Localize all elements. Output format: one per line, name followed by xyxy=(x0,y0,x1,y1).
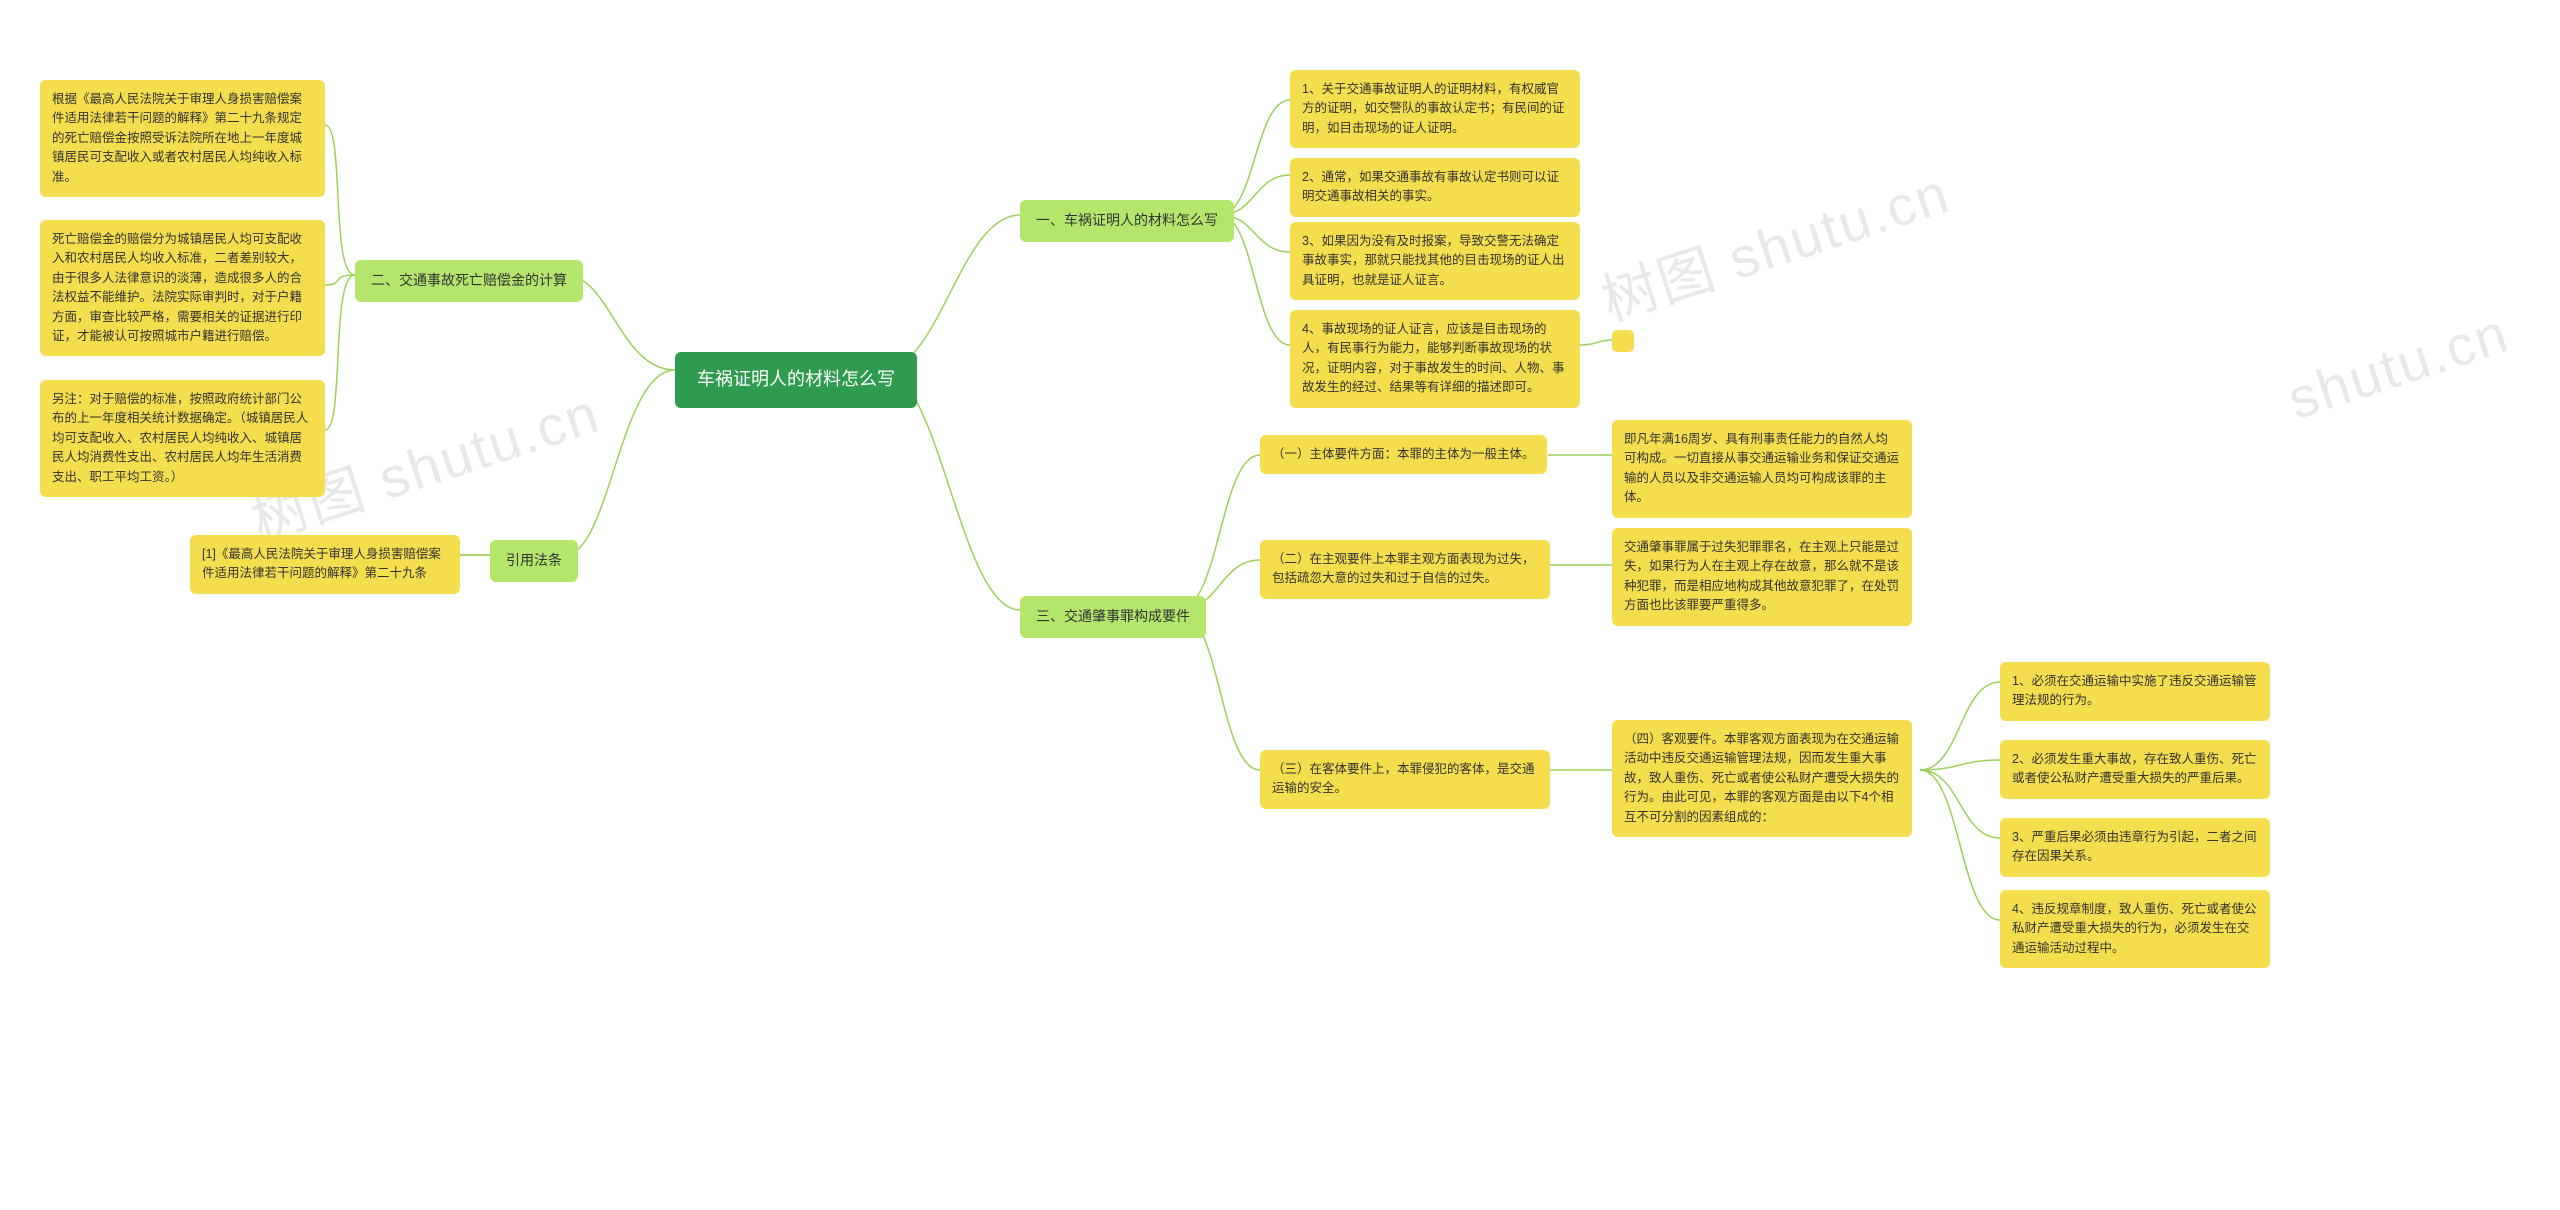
branch-3[interactable]: 三、交通肇事罪构成要件 xyxy=(1020,596,1206,638)
branch-3-sub1: （一）主体要件方面：本罪的主体为一般主体。 xyxy=(1260,435,1547,474)
branch-3-sub2-detail: 交通肇事罪属于过失犯罪罪名，在主观上只能是过失，如果行为人在主观上存在故意，那么… xyxy=(1612,528,1912,626)
branch-2-leaf-1: 根据《最高人民法院关于审理人身损害赔偿案件适用法律若干问题的解释》第二十九条规定… xyxy=(40,80,325,197)
branch-2-leaf-3: 另注：对于赔偿的标准，按照政府统计部门公布的上一年度相关统计数据确定。（城镇居民… xyxy=(40,380,325,497)
branch-1-item-2: 2、通常，如果交通事故有事故认定书则可以证明交通事故相关的事实。 xyxy=(1290,158,1580,217)
branch-ref[interactable]: 引用法条 xyxy=(490,540,578,582)
branch-3-sub1-detail: 即凡年满16周岁、具有刑事责任能力的自然人均可构成。一切直接从事交通运输业务和保… xyxy=(1612,420,1912,518)
branch-1-item-1: 1、关于交通事故证明人的证明材料，有权威官方的证明，如交警队的事故认定书；有民间… xyxy=(1290,70,1580,148)
branch-1[interactable]: 一、车祸证明人的材料怎么写 xyxy=(1020,200,1234,242)
branch-3-sub4: （四）客观要件。本罪客观方面表现为在交通运输活动中违反交通运输管理法规，因而发生… xyxy=(1612,720,1912,837)
branch-3-sub2: （二）在主观要件上本罪主观方面表现为过失，包括疏忽大意的过失和过于自信的过失。 xyxy=(1260,540,1550,599)
branch-1-item-4: 4、事故现场的证人证言，应该是目击现场的人，有民事行为能力，能够判断事故现场的状… xyxy=(1290,310,1580,408)
branch-2-leaf-2: 死亡赔偿金的赔偿分为城镇居民人均可支配收入和农村居民人均收入标准，二者差别较大，… xyxy=(40,220,325,356)
branch-3-sub3: （三）在客体要件上，本罪侵犯的客体，是交通运输的安全。 xyxy=(1260,750,1550,809)
branch-3-sub4-item-2: 2、必须发生重大事故，存在致人重伤、死亡或者使公私财产遭受重大损失的严重后果。 xyxy=(2000,740,2270,799)
connector-layer xyxy=(0,0,2560,1210)
root-node[interactable]: 车祸证明人的材料怎么写 xyxy=(675,352,917,408)
branch-3-sub4-item-1: 1、必须在交通运输中实施了违反交通运输管理法规的行为。 xyxy=(2000,662,2270,721)
branch-3-sub4-item-3: 3、严重后果必须由违章行为引起，二者之间存在因果关系。 xyxy=(2000,818,2270,877)
watermark-3: shutu.cn xyxy=(2280,300,2517,432)
branch-3-sub4-item-4: 4、违反规章制度，致人重伤、死亡或者使公私财产遭受重大损失的行为，必须发生在交通… xyxy=(2000,890,2270,968)
branch-2[interactable]: 二、交通事故死亡赔偿金的计算 xyxy=(355,260,583,302)
branch-1-item-4-extra xyxy=(1612,330,1634,352)
branch-1-item-3: 3、如果因为没有及时报案，导致交警无法确定事故事实，那就只能找其他的目击现场的证… xyxy=(1290,222,1580,300)
branch-ref-leaf-1: [1]《最高人民法院关于审理人身损害赔偿案件适用法律若干问题的解释》第二十九条 xyxy=(190,535,460,594)
watermark-2: 树图 shutu.cn xyxy=(1590,148,1959,337)
